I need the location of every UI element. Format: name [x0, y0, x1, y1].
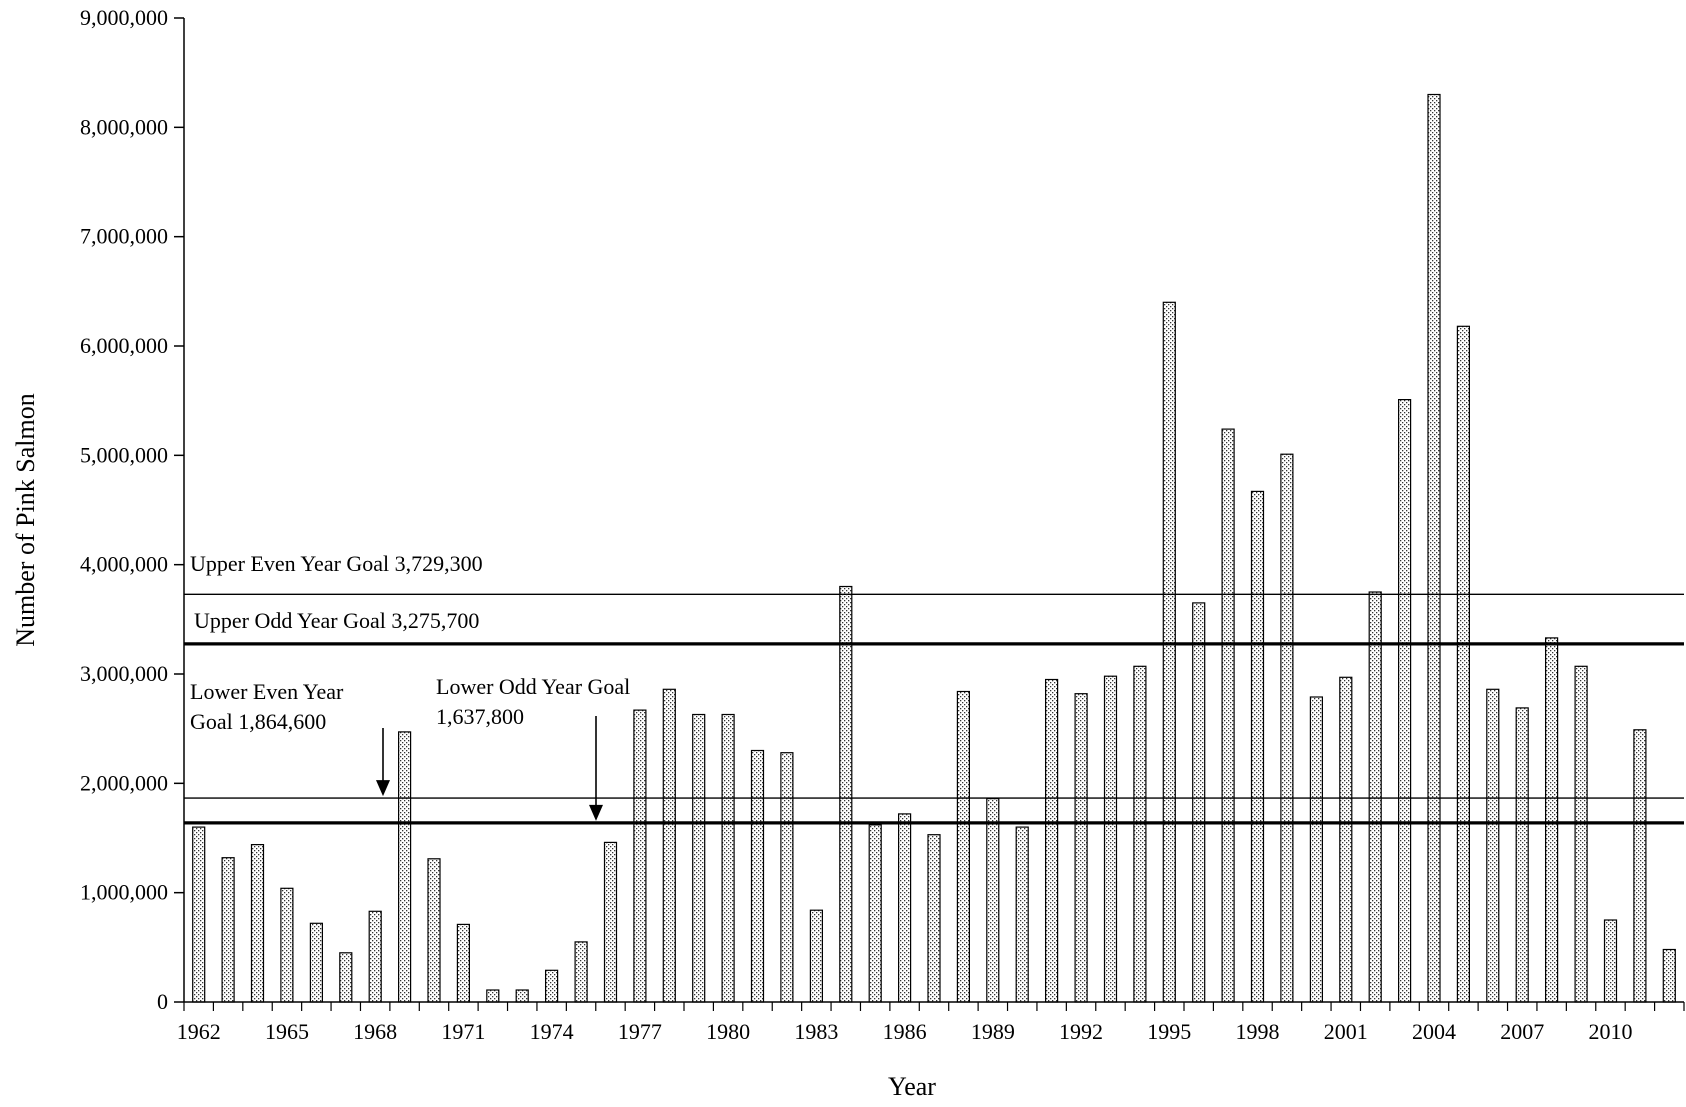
- x-tick-label: 1983: [794, 1019, 838, 1044]
- y-axis-title: Number of Pink Salmon: [11, 393, 40, 647]
- x-tick-label: 2001: [1324, 1019, 1368, 1044]
- goal-label-lower-even-year-goal-line: Goal 1,864,600: [190, 709, 326, 734]
- bar-2000: [1309, 696, 1324, 1003]
- y-tick-label: 1,000,000: [80, 880, 168, 905]
- y-tick-label: 0: [157, 989, 168, 1014]
- y-tick-label: 7,000,000: [80, 224, 168, 249]
- bar-1967: [339, 952, 353, 1003]
- y-tick-label: 3,000,000: [80, 661, 168, 686]
- bar-1976: [603, 841, 618, 1003]
- bar-1978: [662, 688, 676, 1003]
- bar-1990: [1015, 826, 1029, 1003]
- bar-1972: [486, 989, 500, 1003]
- goal-label-upper-even-year-goal: Upper Even Year Goal 3,729,300: [190, 551, 483, 576]
- goal-label-upper-odd-year-goal: Upper Odd Year Goal 3,275,700: [194, 608, 479, 633]
- x-tick-label: 1971: [441, 1019, 485, 1044]
- y-tick-label: 5,000,000: [80, 442, 168, 467]
- bar-2001: [1339, 676, 1353, 1003]
- bar-1983: [809, 909, 824, 1003]
- bar-1987: [927, 834, 941, 1003]
- bar-1981: [750, 749, 765, 1003]
- bar-1992: [1074, 693, 1088, 1003]
- x-tick-label: 1992: [1059, 1019, 1103, 1044]
- x-tick-label: 2007: [1500, 1019, 1544, 1044]
- x-tick-label: 1977: [618, 1019, 662, 1044]
- bar-1977: [633, 709, 647, 1003]
- bar-2002: [1368, 591, 1382, 1003]
- goal-label-lower-odd-year-goal: Lower Odd Year Goal 1,637,800: [436, 674, 630, 729]
- bar-1963: [221, 857, 235, 1003]
- goal-labels: Upper Even Year Goal 3,729,300 Upper Odd …: [190, 551, 630, 821]
- x-tick-label: 1998: [1236, 1019, 1280, 1044]
- bar-1980: [721, 713, 735, 1003]
- x-tick-label: 2010: [1588, 1019, 1632, 1044]
- bar-2005: [1456, 325, 1471, 1003]
- bar-1970: [427, 858, 441, 1003]
- bar-2009: [1574, 665, 1588, 1003]
- bar-1968: [368, 910, 382, 1003]
- y-axis-ticks: 0 1,000,000 2,000,000 3,000,000 4,000,000 5,0…: [80, 5, 184, 1014]
- bar-1982: [780, 752, 794, 1003]
- bar-1995: [1162, 301, 1176, 1003]
- bar-2010: [1603, 919, 1618, 1003]
- x-axis-ticks: 1962 1965 1968 1971 1974 1977 1980 1983 1986 1989…: [177, 1002, 1685, 1044]
- x-axis-title: Year: [888, 1072, 936, 1101]
- bar-1969: [398, 731, 412, 1003]
- bar-2008: [1544, 637, 1559, 1003]
- x-tick-label: 1980: [706, 1019, 750, 1044]
- x-tick-label: 1968: [353, 1019, 397, 1044]
- x-tick-label: 1965: [265, 1019, 309, 1044]
- x-tick-label: 1986: [883, 1019, 927, 1044]
- bar-1989: [986, 797, 1000, 1003]
- x-tick-label: 1962: [177, 1019, 221, 1044]
- y-tick-label: 8,000,000: [80, 114, 168, 139]
- bar-1985: [868, 824, 882, 1003]
- bar-1965: [280, 887, 294, 1003]
- y-tick-label: 2,000,000: [80, 770, 168, 795]
- bar-1999: [1280, 453, 1294, 1003]
- bar-2004: [1427, 93, 1441, 1003]
- bar-1993: [1103, 675, 1118, 1003]
- bar-1986: [897, 813, 912, 1003]
- goal-label-lower-even-year-goal-line: Lower Even Year: [190, 679, 344, 704]
- goal-label-lower-odd-year-goal-line: 1,637,800: [436, 704, 524, 729]
- bar-2007: [1515, 707, 1529, 1003]
- bar-1997: [1221, 428, 1235, 1003]
- x-tick-label: 1974: [530, 1019, 574, 1044]
- bar-1973: [515, 989, 529, 1003]
- bar-1988: [956, 690, 971, 1003]
- bar-1994: [1133, 665, 1147, 1003]
- bar-1984: [839, 585, 853, 1003]
- goal-lines: [184, 593, 1684, 825]
- bar-1975: [574, 941, 588, 1003]
- goal-label-lower-odd-year-goal-line: Lower Odd Year Goal: [436, 674, 630, 699]
- y-tick-label: 4,000,000: [80, 552, 168, 577]
- bar-1998: [1250, 490, 1265, 1003]
- y-tick-label: 6,000,000: [80, 333, 168, 358]
- bar-1996: [1192, 602, 1206, 1003]
- bar-1974: [544, 969, 559, 1003]
- bar-1991: [1044, 678, 1059, 1003]
- x-tick-label: 1989: [971, 1019, 1015, 1044]
- bar-1962: [192, 826, 206, 1003]
- bar-1971: [456, 923, 470, 1003]
- goal-arrow-head: [376, 780, 390, 797]
- bar-1979: [692, 713, 706, 1003]
- bar-2012: [1662, 948, 1676, 1003]
- bar-2006: [1486, 688, 1500, 1003]
- axes: [183, 18, 1684, 1003]
- bar-2003: [1397, 399, 1412, 1003]
- goal-label-lower-even-year-goal: Lower Even Year Goal 1,864,600: [190, 679, 344, 734]
- y-tick-label: 9,000,000: [80, 5, 168, 30]
- x-tick-label: 2004: [1412, 1019, 1456, 1044]
- bar-1966: [309, 922, 323, 1003]
- bar-1964: [250, 843, 265, 1003]
- x-tick-label: 1995: [1147, 1019, 1191, 1044]
- bar-series: [192, 93, 1676, 1003]
- bar-2011: [1633, 729, 1647, 1003]
- goal-arrow-head: [589, 804, 603, 821]
